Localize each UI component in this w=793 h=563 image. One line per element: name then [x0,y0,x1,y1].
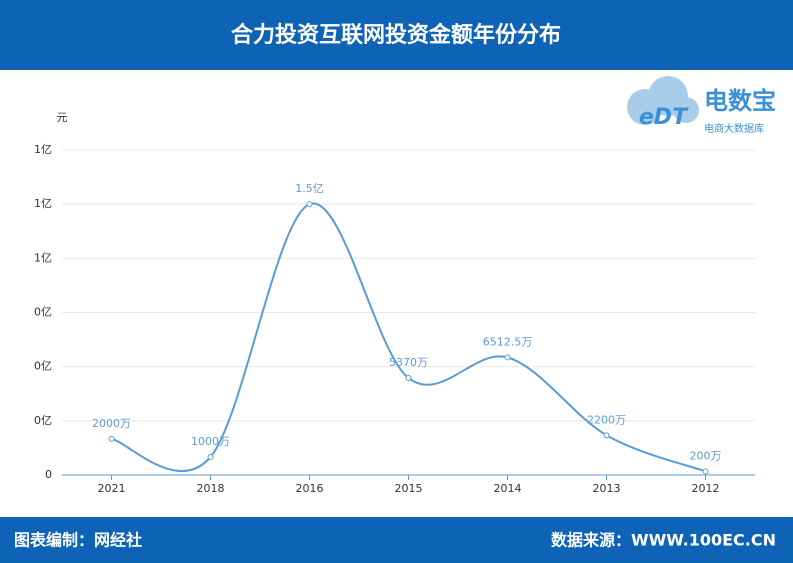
x-tick-label: 2021 [98,482,126,495]
x-tick-label: 2012 [692,482,720,495]
x-tick-label: 2013 [593,482,621,495]
logo-icon: eDT [639,105,689,130]
y-tick-label: 0亿 [34,306,52,319]
data-label: 1000万 [191,435,230,448]
x-tick-label: 2014 [494,482,522,495]
y-tick-label: 0亿 [34,414,52,427]
data-label: 6512.5万 [483,335,533,348]
x-tick-label: 2015 [395,482,423,495]
y-tick-label: 0 [45,468,52,481]
logo-cloud [673,97,699,123]
point [207,453,214,460]
point [603,432,610,439]
logo-name: 电数宝 [704,87,776,115]
line [111,202,706,473]
point [504,354,511,361]
chart-title: 合力投资互联网投资金额年份分布 [231,22,561,48]
header-band [0,0,793,70]
y-tick-label: 0亿 [34,360,52,373]
data-label: 1.5亿 [295,182,324,195]
y-tick-label: 1亿 [34,197,52,210]
x-tick-label: 2016 [296,482,324,495]
data-label: 2200万 [587,413,626,426]
data-label: 2000万 [92,417,131,430]
data-label: 5370万 [389,356,428,369]
y-tick-label: 1亿 [34,251,52,264]
footer-band [0,517,793,563]
y-axis-label: 元 [57,111,68,124]
footer-right: 数据来源：WWW.100EC.CN [551,531,776,550]
logo-subtitle: 电商大数据库 [704,122,764,135]
point [108,435,115,442]
point [405,375,412,382]
footer-left: 图表编制：网经社 [14,531,142,550]
logo: eDT 电数宝 电商大数据库 [627,76,776,135]
point [702,468,709,475]
y-tick-label: 1亿 [34,143,52,156]
x-tick-label: 2018 [197,482,225,495]
data-label: 200万 [690,449,722,462]
point [306,201,313,208]
